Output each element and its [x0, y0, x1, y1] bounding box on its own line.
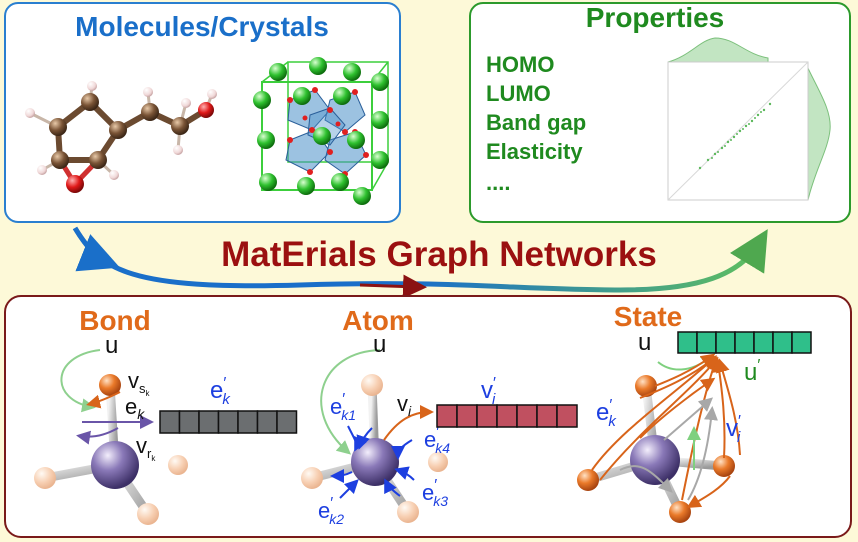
parity-plot	[667, 37, 831, 201]
vector-cell	[217, 410, 239, 434]
vector-cell	[734, 331, 755, 354]
vector-cell	[753, 331, 774, 354]
bond-output-label: e′ k	[210, 375, 231, 408]
property-elasticity: Elasticity	[486, 139, 583, 164]
state-vi-label: v′ i	[726, 413, 741, 446]
vector-cell	[159, 410, 181, 434]
state-u-label: u	[638, 329, 651, 356]
vector-cell	[178, 410, 200, 434]
atom-update-section: Atom u vi v′ i e′ k1 e′ k4 e′ k3 e′ k2	[301, 305, 578, 527]
bond-vr-label: vrk	[136, 433, 156, 463]
vector-cell	[276, 410, 298, 434]
atom-edge-k2-label: e′ k2	[318, 495, 344, 527]
property-lumo: LUMO	[486, 81, 551, 106]
properties-title: Properties	[586, 2, 725, 33]
vector-cell	[772, 331, 793, 354]
vector-cell	[456, 404, 478, 428]
vector-cell	[696, 331, 717, 354]
bond-u-label: u	[105, 332, 118, 359]
atom-edge-k3-label: e′ k3	[422, 477, 448, 509]
property-homo: HOMO	[486, 52, 554, 77]
vector-cell	[198, 410, 220, 434]
state-update-section: State u u′	[577, 301, 812, 523]
flow-arrow	[72, 226, 768, 299]
vector-cell	[791, 331, 812, 354]
property-band-gap: Band gap	[486, 110, 586, 135]
state-title: State	[614, 301, 682, 332]
state-ek-label: e′ k	[596, 397, 617, 430]
vector-cell	[556, 404, 578, 428]
atom-output-label: v′ i	[481, 375, 496, 408]
vector-cell	[715, 331, 736, 354]
atom-u-label: u	[373, 331, 386, 358]
state-output-label: u′	[744, 357, 760, 386]
atom-edge-k4-label: e′ k4	[424, 424, 450, 456]
vector-cell	[237, 410, 259, 434]
vector-cell	[476, 404, 498, 428]
property-more: ....	[486, 170, 510, 195]
bond-title: Bond	[79, 305, 151, 336]
atom-edge-k1-label: e′ k1	[330, 391, 356, 423]
vector-cell	[677, 331, 698, 354]
vector-cell	[536, 404, 558, 428]
state-output-vector	[677, 331, 812, 354]
molecule-illustration	[25, 81, 217, 193]
atom-output-vector	[436, 404, 578, 428]
vector-cell	[496, 404, 518, 428]
bond-ek-label: ek	[125, 394, 145, 422]
atom-vi-label: vi	[397, 391, 412, 419]
bond-output-vector	[159, 410, 298, 434]
molecules-crystals-panel: Molecules/Crystals	[4, 2, 401, 223]
atom-title: Atom	[342, 305, 414, 336]
properties-panel: Properties HOMO LUMO Band gap Elasticity…	[469, 2, 851, 223]
vector-cell	[436, 404, 458, 428]
bond-update-section: Bond u vsk ek vrk e′ k	[34, 305, 298, 525]
crystal-illustration	[253, 57, 389, 205]
vector-cell	[516, 404, 538, 428]
bond-vs-label: vsk	[128, 368, 151, 398]
megnet-title: MatErials Graph Networks	[221, 235, 657, 274]
molecules-crystals-title: Molecules/Crystals	[75, 11, 329, 42]
vector-cell	[256, 410, 278, 434]
